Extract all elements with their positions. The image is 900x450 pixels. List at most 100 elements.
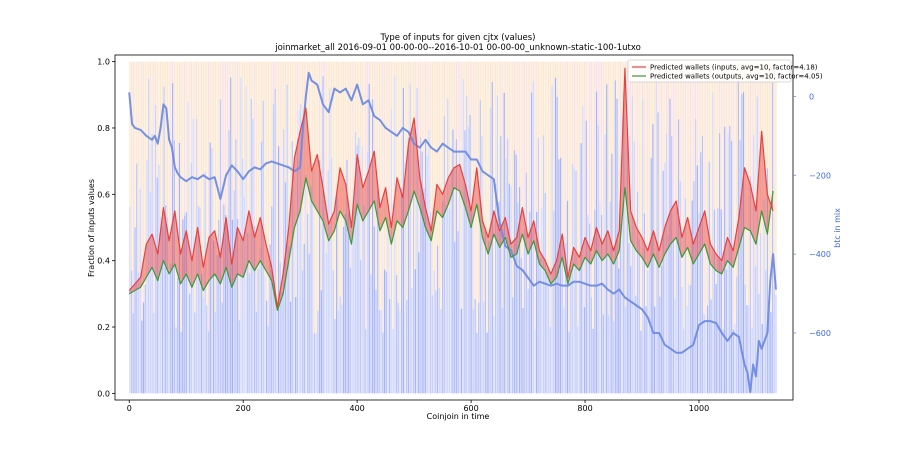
bar-mark-lower — [773, 285, 775, 394]
bar-mark-upper — [440, 61, 442, 310]
bar-mark-upper — [414, 61, 416, 270]
bar-mark-lower — [455, 139, 457, 394]
bar-mark-upper — [363, 61, 365, 206]
bar-mark-upper — [652, 61, 654, 125]
bar-mark-lower — [766, 168, 769, 394]
bar-mark-upper — [587, 61, 589, 215]
bar-mark-upper — [431, 61, 434, 296]
bar-mark-upper — [585, 61, 587, 121]
bar-mark-upper — [377, 61, 379, 181]
bar-mark-lower — [713, 209, 716, 394]
bar-mark-upper — [512, 61, 514, 298]
bar-mark-lower — [307, 213, 309, 394]
bar-mark-lower — [659, 296, 661, 394]
bar-mark-lower — [640, 330, 642, 394]
bar-mark-upper — [638, 61, 640, 240]
bar-mark-lower — [264, 275, 266, 394]
bar-mark-lower — [484, 230, 487, 394]
bar-mark-lower — [489, 107, 492, 394]
bar-mark-lower — [563, 307, 565, 394]
bar-mark-lower — [742, 92, 745, 394]
bar-mark-lower — [561, 243, 563, 394]
bar-mark-upper — [676, 61, 678, 209]
bar-mark-upper — [296, 61, 299, 139]
bar-mark-upper — [589, 61, 591, 224]
bar-mark-lower — [534, 329, 536, 394]
bar-mark-lower — [265, 300, 268, 394]
bar-mark-upper — [546, 61, 548, 273]
bar-mark-lower — [551, 85, 553, 394]
bar-mark-lower — [375, 289, 377, 394]
bar-mark-lower — [409, 83, 411, 394]
bar-mark-lower — [648, 257, 651, 394]
bar-mark-upper — [561, 61, 563, 244]
bar-mark-lower — [732, 329, 734, 394]
bar-mark-lower — [295, 297, 297, 394]
bar-mark-lower — [392, 328, 394, 394]
bar-mark-lower — [252, 118, 254, 394]
bar-mark-upper — [510, 61, 512, 187]
bar-mark-upper — [383, 61, 386, 270]
bar-mark-lower — [501, 308, 504, 394]
bar-mark-upper — [722, 61, 724, 330]
bar-mark-upper — [665, 61, 668, 134]
bar-mark-lower — [406, 300, 408, 394]
bar-mark-lower — [548, 267, 550, 394]
bar-mark-upper — [476, 61, 478, 333]
bar-mark-upper — [248, 61, 251, 274]
bar-mark-lower — [600, 214, 603, 394]
bar-mark-upper — [269, 61, 271, 245]
bar-mark-lower — [194, 312, 196, 394]
bar-mark-lower — [136, 163, 138, 394]
bar-mark-lower — [380, 310, 382, 394]
bar-mark-lower — [568, 331, 570, 394]
bar-mark-upper — [689, 61, 692, 286]
bar-mark-upper — [664, 61, 666, 163]
bar-mark-lower — [683, 328, 685, 394]
bar-mark-lower — [582, 106, 584, 394]
bar-mark-lower — [522, 308, 524, 394]
bar-mark-upper — [240, 61, 242, 78]
bar-mark-upper — [283, 61, 285, 130]
bar-mark-upper — [643, 61, 646, 214]
bar-mark-upper — [327, 61, 329, 171]
bar-mark-upper — [465, 61, 468, 96]
bar-mark-upper — [566, 61, 569, 201]
bar-mark-upper — [421, 61, 423, 152]
bar-mark-lower — [435, 290, 437, 394]
bar-mark-upper — [161, 61, 163, 227]
bar-mark-upper — [529, 61, 531, 213]
bar-mark-upper — [298, 61, 300, 111]
bar-mark-lower — [532, 81, 534, 394]
bar-mark-upper — [623, 61, 625, 92]
bar-mark-lower — [722, 329, 724, 394]
bar-mark-upper — [773, 61, 775, 286]
bar-mark-upper — [339, 61, 341, 297]
bar-mark-upper — [171, 61, 174, 84]
bar-mark-lower — [681, 286, 683, 394]
bar-mark-lower — [399, 309, 401, 394]
bar-mark-upper — [139, 61, 141, 189]
y2-axis-label: btc in mix — [833, 208, 842, 248]
bar-mark-lower — [199, 207, 201, 394]
bar-mark-upper — [136, 61, 138, 164]
bar-mark-lower — [595, 91, 598, 394]
btc-in-mix-line — [128, 71, 777, 394]
bar-mark-lower — [488, 241, 490, 394]
bar-mark-lower — [452, 129, 454, 394]
bar-mark-upper — [443, 61, 446, 117]
bar-mark-upper — [527, 61, 529, 290]
bar-mark-upper — [539, 61, 541, 259]
bar-mark-upper — [146, 61, 148, 160]
bar-mark-lower — [163, 86, 165, 394]
bar-mark-lower — [296, 138, 299, 394]
bar-mark-lower — [431, 295, 434, 394]
bar-mark-upper — [337, 61, 340, 311]
bar-mark-lower — [183, 215, 186, 394]
bar-mark-lower — [358, 137, 360, 394]
bar-mark-lower — [327, 170, 329, 394]
bar-mark-lower — [382, 332, 384, 394]
bar-mark-lower — [763, 199, 765, 394]
bar-mark-upper — [288, 61, 290, 247]
